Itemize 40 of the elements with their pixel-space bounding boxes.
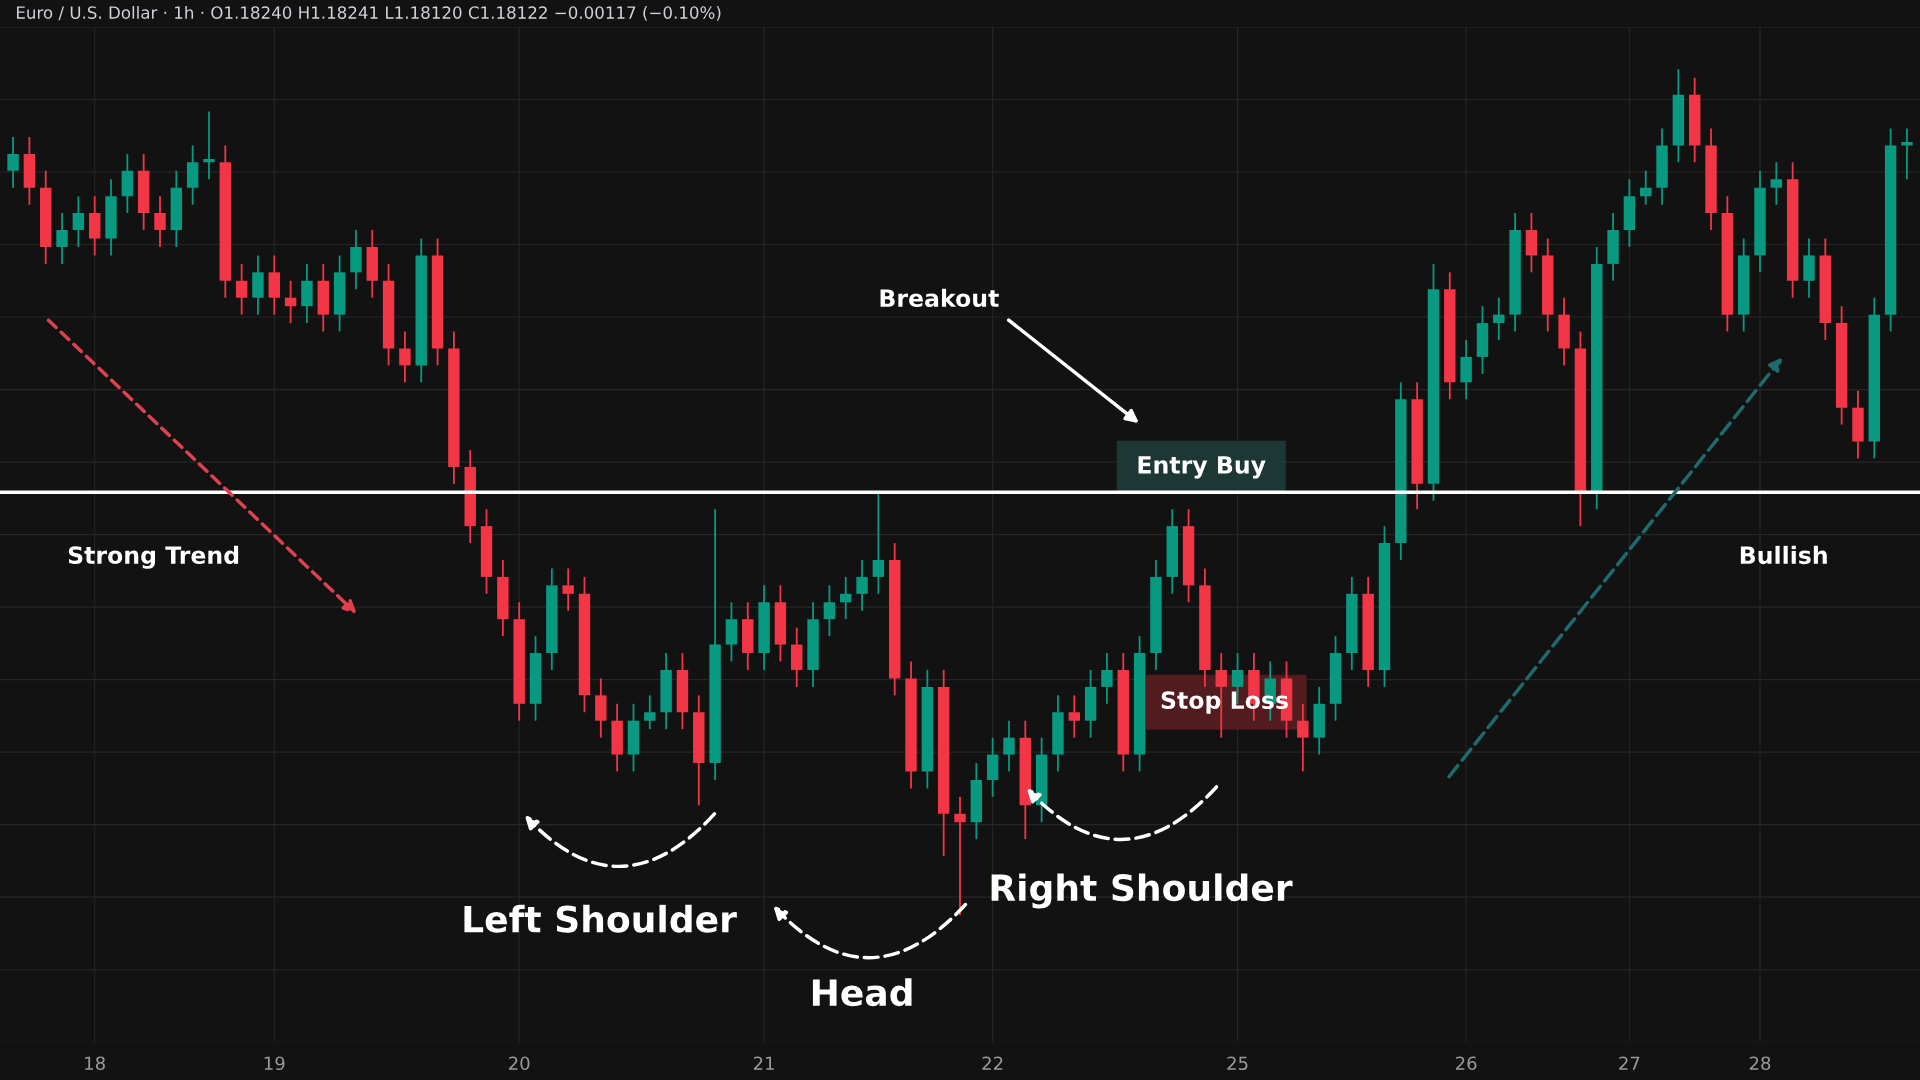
candlestick xyxy=(562,567,574,612)
candlestick xyxy=(1493,296,1505,341)
annotation: Right Shoulder xyxy=(991,873,1293,909)
candlestick xyxy=(235,262,248,316)
annotation: Strong Trend xyxy=(68,545,239,569)
annotation: Left Shoulder xyxy=(464,904,737,933)
candlestick xyxy=(856,559,868,612)
candlestick xyxy=(72,195,85,248)
x-tick-label: 22 xyxy=(982,1056,1003,1070)
annotation: Breakout xyxy=(880,288,999,308)
candlestick xyxy=(1770,161,1783,206)
candlestick xyxy=(840,575,852,621)
x-tick-label: 18 xyxy=(85,1056,105,1071)
candlestick xyxy=(1297,702,1309,773)
x-tick-label: 19 xyxy=(264,1056,285,1071)
chart-title: Euro / U.S. Dollar · 1h · O1.18240 H1.18241 L1.18120 C1.18122 −0.00117 (−0.10%) xyxy=(17,5,721,21)
annotation: Entry Buy xyxy=(1138,456,1266,479)
candlestick xyxy=(7,136,19,189)
annotation: Bullish xyxy=(1740,545,1827,565)
candlestick xyxy=(399,330,411,384)
candlestick xyxy=(954,795,966,917)
x-tick-label: 26 xyxy=(1455,1056,1477,1071)
x-tick-label: 25 xyxy=(1227,1056,1248,1071)
text: Head xyxy=(812,978,912,1007)
candlestick xyxy=(1640,169,1652,206)
x-tick-label: 20 xyxy=(509,1056,530,1071)
candlestick xyxy=(1068,694,1080,739)
candlestick xyxy=(644,694,656,731)
candlestick xyxy=(872,491,885,595)
x-tick-label: 28 xyxy=(1749,1056,1771,1071)
candlestick xyxy=(1003,719,1015,773)
candlestick xyxy=(154,195,166,248)
x-tick-label: 21 xyxy=(753,1056,774,1070)
candlestick xyxy=(823,584,836,638)
candlestick xyxy=(56,212,68,265)
candlestick xyxy=(1101,652,1113,705)
x-tick-label: 27 xyxy=(1619,1056,1640,1070)
candlestick xyxy=(284,279,297,325)
candlestick xyxy=(1901,127,1913,181)
candlestick xyxy=(203,110,215,181)
